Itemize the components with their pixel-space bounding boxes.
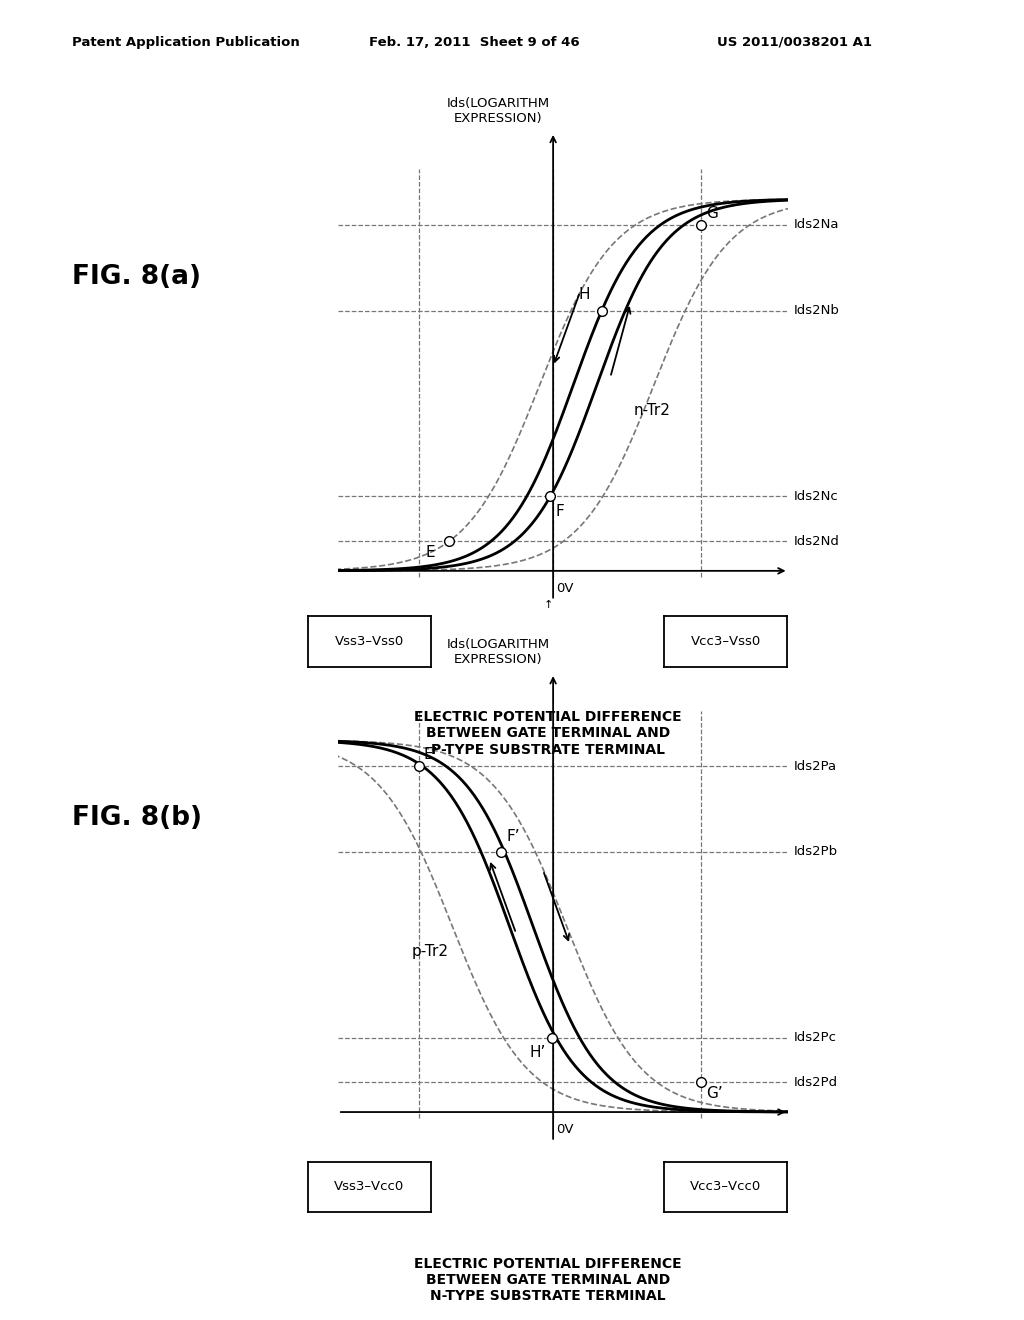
Text: Feb. 17, 2011  Sheet 9 of 46: Feb. 17, 2011 Sheet 9 of 46	[369, 36, 580, 49]
Text: Vss3–Vcc0: Vss3–Vcc0	[335, 1180, 404, 1193]
Text: US 2011/0038201 A1: US 2011/0038201 A1	[717, 36, 871, 49]
Text: Ids(LOGARITHM
EXPRESSION): Ids(LOGARITHM EXPRESSION)	[446, 638, 550, 665]
Text: Ids2Nb: Ids2Nb	[794, 304, 840, 317]
Text: 0V: 0V	[556, 582, 574, 595]
Text: Ids2Pc: Ids2Pc	[794, 1031, 837, 1044]
Text: Vcc3–Vcc0: Vcc3–Vcc0	[690, 1180, 761, 1193]
Text: Ids(LOGARITHM
EXPRESSION): Ids(LOGARITHM EXPRESSION)	[446, 96, 550, 124]
Text: n-Tr2: n-Tr2	[634, 403, 671, 417]
Text: Ids2Nd: Ids2Nd	[794, 535, 840, 548]
Text: F: F	[556, 504, 564, 519]
Text: E: E	[426, 545, 435, 560]
Text: G: G	[707, 206, 718, 222]
Text: E’: E’	[424, 747, 438, 763]
Text: ↑: ↑	[544, 599, 553, 610]
Text: FIG. 8(a): FIG. 8(a)	[72, 264, 201, 290]
Text: H’: H’	[529, 1045, 546, 1060]
Text: Ids2Pa: Ids2Pa	[794, 760, 837, 772]
Text: FIG. 8(b): FIG. 8(b)	[72, 805, 202, 832]
Text: Ids2Na: Ids2Na	[794, 219, 840, 231]
Text: G’: G’	[707, 1086, 723, 1101]
Text: p-Tr2: p-Tr2	[412, 944, 449, 958]
Text: Ids2Nc: Ids2Nc	[794, 490, 839, 503]
Text: ELECTRIC POTENTIAL DIFFERENCE
BETWEEN GATE TERMINAL AND
N-TYPE SUBSTRATE TERMINA: ELECTRIC POTENTIAL DIFFERENCE BETWEEN GA…	[414, 1257, 682, 1303]
Text: Vss3–Vss0: Vss3–Vss0	[335, 635, 404, 648]
Text: 0V: 0V	[556, 1123, 574, 1137]
Text: H: H	[579, 288, 590, 302]
Text: Ids2Pd: Ids2Pd	[794, 1076, 838, 1089]
Text: Vcc3–Vss0: Vcc3–Vss0	[690, 635, 761, 648]
Text: F’: F’	[507, 829, 520, 845]
Text: Patent Application Publication: Patent Application Publication	[72, 36, 299, 49]
Text: ELECTRIC POTENTIAL DIFFERENCE
BETWEEN GATE TERMINAL AND
P-TYPE SUBSTRATE TERMINA: ELECTRIC POTENTIAL DIFFERENCE BETWEEN GA…	[414, 710, 682, 756]
Text: Ids2Pb: Ids2Pb	[794, 845, 838, 858]
